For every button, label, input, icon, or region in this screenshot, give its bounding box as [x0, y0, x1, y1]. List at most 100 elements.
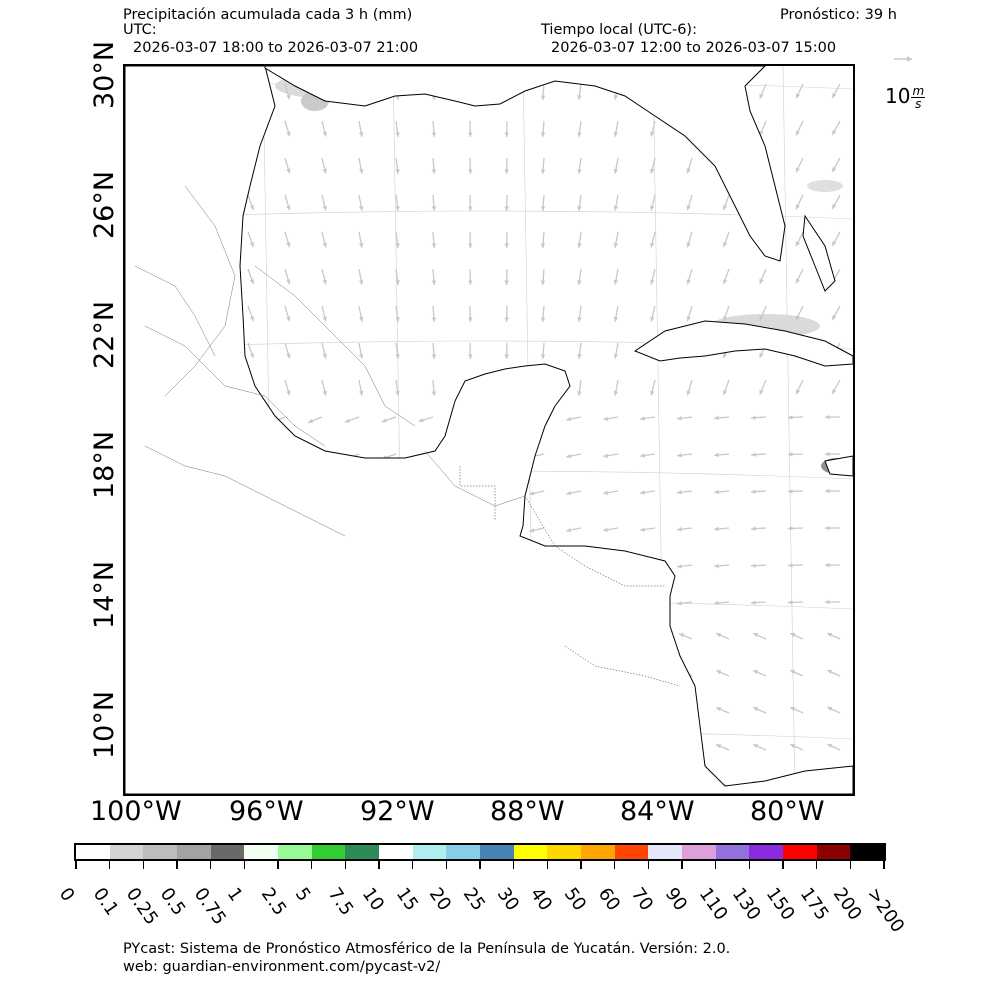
colorbar-tick-label: 50	[559, 884, 591, 915]
colorbar-tick	[580, 861, 582, 869]
lat-label-14n: 14°N	[89, 560, 120, 629]
colorbar-tick	[411, 861, 414, 869]
colorbar-tick	[748, 861, 751, 869]
colorbar-swatch	[749, 845, 784, 859]
chart-title: Precipitación acumulada cada 3 h (mm)	[123, 7, 413, 23]
colorbar-swatch	[244, 845, 279, 859]
wind-key-arrow-icon	[894, 56, 912, 62]
colorbar-tick-label: 110	[694, 884, 732, 925]
colorbar-swatch	[547, 845, 582, 859]
lat-label-26n: 26°N	[89, 170, 120, 239]
colorbar-tick	[546, 861, 549, 869]
forecast-hour: Pronóstico: 39 h	[780, 7, 897, 23]
colorbar-tick-label: 0.25	[122, 884, 163, 929]
colorbar-swatch	[76, 845, 110, 859]
colorbar-swatch	[177, 845, 211, 859]
lat-label-10n: 10°N	[89, 690, 120, 759]
colorbar-tick	[243, 861, 246, 869]
colorbar-tick-label: 2.5	[256, 884, 291, 920]
colorbar-tick-label: 1	[223, 884, 247, 906]
colorbar-tick	[479, 861, 481, 869]
utc-range: 2026-03-07 18:00 to 2026-03-07 21:00	[133, 40, 419, 56]
lon-label-84w: 84°W	[620, 796, 695, 827]
colorbar-tick	[445, 861, 448, 869]
colorbar-tick	[714, 861, 717, 869]
colorbar-swatch	[379, 845, 413, 859]
lat-label-30n: 30°N	[89, 40, 120, 109]
colorbar-tick-label: 0.1	[88, 884, 123, 920]
colorbar-tick-label: 5	[290, 884, 315, 906]
map-canvas	[125, 66, 853, 794]
coastlines	[125, 66, 853, 794]
colorbar-tick-label: 90	[660, 884, 692, 915]
colorbar-tick-label: 0	[54, 884, 79, 906]
colorbar-swatch	[614, 845, 649, 859]
lon-label-92w: 92°W	[360, 796, 435, 827]
colorbar-tick	[142, 861, 145, 869]
colorbar-tick-label: 130	[728, 884, 766, 925]
colorbar-tick-label: 0.75	[189, 884, 230, 929]
colorbar-tick-label: 150	[761, 884, 799, 925]
colorbar-swatch	[480, 845, 514, 859]
lat-label-22n: 22°N	[89, 300, 120, 369]
colorbar-tick	[849, 861, 852, 869]
colorbar-tick-label: 60	[593, 884, 624, 915]
colorbar-swatch	[513, 845, 548, 859]
colorbar-tick-label: 30	[492, 884, 523, 915]
wind-key-unit-den: s	[915, 97, 922, 111]
colorbar-tick	[647, 861, 650, 869]
colorbar-tick-label: 10	[357, 884, 389, 915]
colorbar-tick-label: 7.5	[324, 884, 358, 920]
footer-web[interactable]: web: guardian-environment.com/pycast-v2/	[123, 959, 441, 975]
wind-key-unit-num: m	[911, 84, 926, 98]
colorbar-tick-label: 0.5	[155, 884, 190, 920]
colorbar-swatch	[345, 845, 380, 859]
local-time-range: 2026-03-07 12:00 to 2026-03-07 15:00	[551, 40, 837, 56]
lon-label-80w: 80°W	[750, 796, 825, 827]
colorbar-tick-label: 15	[391, 884, 422, 915]
political-borders	[134, 185, 681, 687]
colorbar-tick	[310, 861, 313, 869]
colorbar-swatch	[715, 845, 750, 859]
lon-label-100w: 100°W	[90, 796, 182, 827]
lon-label-88w: 88°W	[490, 796, 565, 827]
colorbar-tick-label: 175	[795, 884, 833, 925]
colorbar-tick-label: 25	[458, 884, 490, 915]
colorbar-swatch	[210, 845, 245, 859]
colorbar-tick	[378, 861, 380, 869]
colorbar-tick	[815, 861, 818, 869]
wind-key-label: 10 m s	[885, 84, 926, 111]
colorbar-tick-label: 70	[627, 884, 658, 915]
colorbar-tick	[883, 861, 885, 869]
colorbar-tick	[613, 861, 616, 869]
footer-credits: PYcast: Sistema de Pronóstico Atmosféric…	[123, 941, 731, 957]
colorbar-tick	[782, 861, 784, 869]
colorbar-swatch	[850, 845, 885, 859]
colorbar-tick	[277, 861, 279, 869]
colorbar-tick	[209, 861, 212, 869]
colorbar-swatch	[109, 845, 144, 859]
colorbar-tick-label: >200	[862, 884, 909, 937]
colorbar-swatch	[446, 845, 481, 859]
colorbar-swatch	[783, 845, 817, 859]
colorbar-tick-label: 200	[829, 884, 867, 925]
colorbar-tick	[681, 861, 683, 869]
colorbar-swatch	[581, 845, 615, 859]
utc-label: UTC:	[123, 22, 157, 38]
colorbar-swatch	[311, 845, 346, 859]
colorbar-tick-label: 20	[425, 884, 456, 915]
local-time-label: Tiempo local (UTC-6):	[541, 22, 697, 38]
colorbar-swatch	[278, 845, 312, 859]
colorbar-swatch	[682, 845, 716, 859]
wind-key: 10 m s	[880, 50, 940, 110]
colorbar-swatch	[143, 845, 178, 859]
colorbar-tick	[108, 861, 111, 869]
colorbar-tick-label: 40	[526, 884, 557, 915]
colorbar-swatch	[816, 845, 851, 859]
lon-label-96w: 96°W	[229, 796, 304, 827]
precip-colorbar	[74, 843, 886, 861]
map-panel[interactable]	[123, 64, 855, 796]
colorbar-swatch	[412, 845, 447, 859]
colorbar-tick	[176, 861, 178, 869]
colorbar-tick	[75, 861, 77, 869]
